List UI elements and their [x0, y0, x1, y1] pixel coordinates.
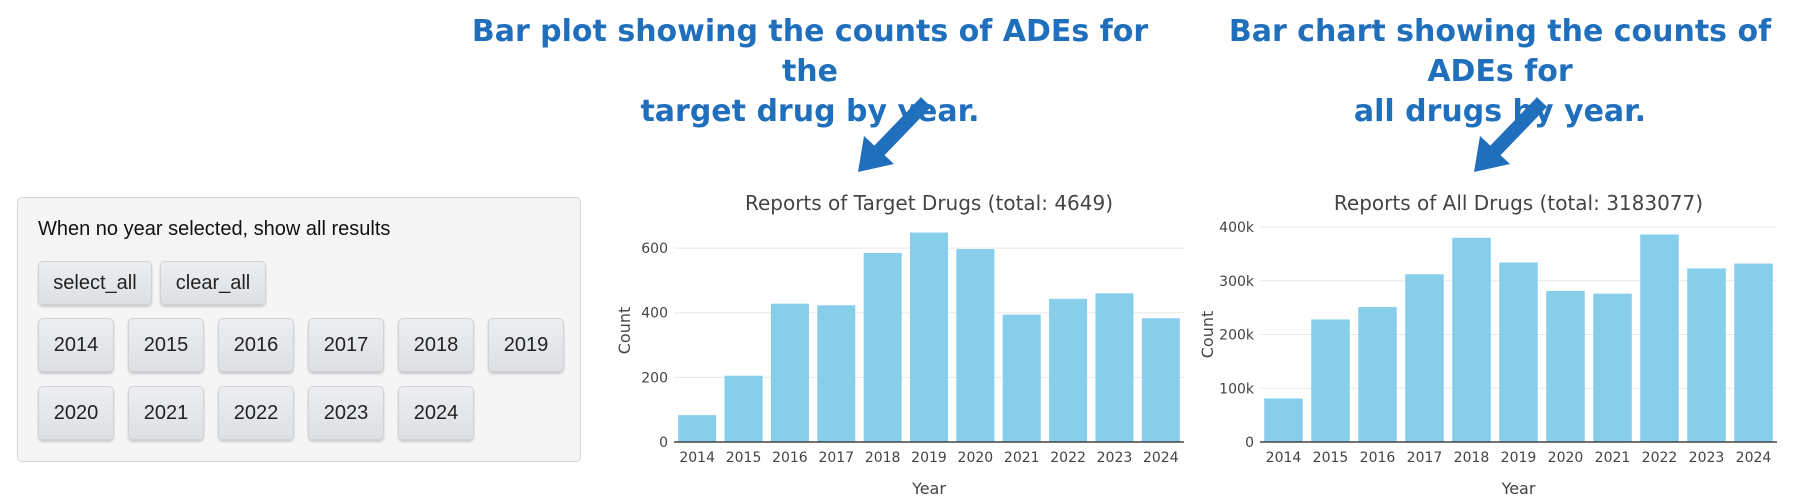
- y-tick-label: 200: [641, 370, 668, 386]
- bar-2014: [678, 415, 717, 442]
- bar-2023: [1095, 293, 1134, 442]
- x-tick-label: 2021: [1004, 450, 1040, 466]
- chart-title: Reports of Target Drugs (total: 4649): [745, 191, 1113, 215]
- year-button-2014[interactable]: 2014: [38, 318, 114, 372]
- all-drugs-bar-chart: Reports of All Drugs (total: 3183077) 0 10…: [1198, 191, 1777, 498]
- callout-line: all drugs by year.: [1353, 94, 1647, 129]
- callout-line: Bar plot showing the counts of ADEs for …: [471, 14, 1149, 89]
- x-tick-label: 2015: [726, 450, 762, 466]
- bar-2020: [956, 249, 995, 442]
- arrow-down-left-icon: [1474, 97, 1548, 172]
- y-axis-label: Count: [615, 307, 634, 355]
- clear-all-button[interactable]: clear_all: [160, 261, 266, 305]
- bar-2016: [770, 303, 809, 442]
- x-tick-label: 2016: [1360, 450, 1396, 466]
- bar-2021: [1593, 293, 1632, 442]
- x-tick-label: 2021: [1595, 450, 1631, 466]
- year-button-2019[interactable]: 2019: [488, 318, 564, 372]
- bar-2020: [1546, 290, 1585, 442]
- x-tick-label: 2023: [1689, 450, 1725, 466]
- y-tick-label: 0: [1245, 435, 1254, 451]
- bar-2015: [724, 375, 763, 442]
- x-tick-label: 2023: [1097, 450, 1133, 466]
- year-button-2016[interactable]: 2016: [218, 318, 294, 372]
- bar-2021: [1002, 314, 1041, 442]
- x-tick-label: 2022: [1050, 450, 1086, 466]
- bar-2015: [1311, 319, 1350, 442]
- year-filter-label: When no year selected, show all results: [38, 218, 391, 240]
- x-tick-label: 2014: [679, 450, 715, 466]
- callout-line: target drug by year.: [640, 94, 980, 129]
- y-tick-label: 200k: [1219, 328, 1255, 344]
- y-tick-label: 400k: [1219, 220, 1255, 236]
- x-tick-label: 2020: [1548, 450, 1584, 466]
- x-axis-label: Year: [911, 479, 946, 498]
- year-button-2024[interactable]: 2024: [398, 386, 474, 440]
- bar-2019: [909, 232, 949, 442]
- x-tick-label: 2017: [1407, 450, 1443, 466]
- x-tick-label: 2024: [1143, 450, 1179, 466]
- x-axis-label: Year: [1501, 479, 1536, 498]
- y-tick-label: 0: [659, 435, 668, 451]
- year-button-2018[interactable]: 2018: [398, 318, 474, 372]
- year-button-2021[interactable]: 2021: [128, 386, 204, 440]
- bar-2017: [1405, 274, 1444, 442]
- x-tick-label: 2018: [1454, 450, 1490, 466]
- bar-2018: [863, 252, 902, 442]
- year-button-2023[interactable]: 2023: [308, 386, 384, 440]
- bar-2022: [1049, 298, 1088, 442]
- chart-title: Reports of All Drugs (total: 3183077): [1334, 191, 1703, 215]
- y-axis-label: Count: [1198, 311, 1217, 359]
- x-tick-label: 2024: [1736, 450, 1772, 466]
- y-tick-label: 300k: [1219, 274, 1255, 290]
- bar-2024: [1734, 263, 1773, 442]
- x-tick-label: 2020: [958, 450, 994, 466]
- x-tick-label: 2015: [1313, 450, 1349, 466]
- y-tick-label: 600: [641, 241, 668, 257]
- x-tick-label: 2016: [772, 450, 808, 466]
- year-button-2022[interactable]: 2022: [218, 386, 294, 440]
- x-tick-label: 2019: [911, 450, 947, 466]
- x-tick-label: 2014: [1266, 450, 1302, 466]
- bar-2022: [1640, 234, 1679, 442]
- y-tick-label: 100k: [1219, 381, 1255, 397]
- y-tick-label: 400: [641, 306, 668, 322]
- callout-target-drug: Bar plot showing the counts of ADEs for …: [470, 12, 1150, 132]
- callout-all-drugs: Bar chart showing the counts of ADEs for…: [1200, 12, 1800, 132]
- arrow-down-left-icon: [858, 97, 932, 172]
- x-tick-label: 2022: [1642, 450, 1678, 466]
- callout-line: Bar chart showing the counts of ADEs for: [1228, 14, 1772, 89]
- x-tick-label: 2017: [818, 450, 854, 466]
- x-tick-label: 2019: [1501, 450, 1537, 466]
- bar-2018: [1452, 237, 1491, 442]
- bar-2014: [1264, 398, 1303, 442]
- year-button-2017[interactable]: 2017: [308, 318, 384, 372]
- bar-2016: [1358, 307, 1397, 442]
- bar-2017: [817, 305, 856, 442]
- x-tick-label: 2018: [865, 450, 901, 466]
- bar-2019: [1499, 262, 1538, 442]
- year-button-2015[interactable]: 2015: [128, 318, 204, 372]
- target-drugs-bar-chart: Reports of Target Drugs (total: 4649) 0 20…: [615, 191, 1184, 498]
- year-button-2020[interactable]: 2020: [38, 386, 114, 440]
- bar-2024: [1141, 318, 1180, 442]
- bar-2023: [1687, 268, 1726, 442]
- year-filter-panel: When no year selected, show all results …: [17, 197, 581, 462]
- select-all-button[interactable]: select_all: [38, 261, 152, 305]
